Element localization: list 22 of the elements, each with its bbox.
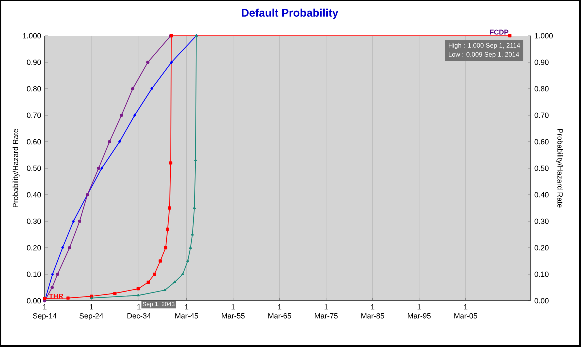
point <box>146 60 150 64</box>
point <box>114 292 117 296</box>
point <box>56 272 60 276</box>
point <box>508 34 512 38</box>
point <box>158 260 162 263</box>
point <box>146 280 150 284</box>
point <box>164 246 168 250</box>
point <box>50 286 54 290</box>
point <box>97 166 100 170</box>
point <box>43 297 47 300</box>
point <box>66 296 70 300</box>
point <box>166 228 170 232</box>
point <box>120 114 124 118</box>
point <box>68 246 72 250</box>
point <box>153 272 156 276</box>
point <box>136 287 140 291</box>
point <box>78 220 82 224</box>
point <box>131 87 135 91</box>
chart-title: Default Probability <box>242 8 339 20</box>
point <box>169 162 173 165</box>
point <box>108 140 112 144</box>
point <box>168 206 172 210</box>
